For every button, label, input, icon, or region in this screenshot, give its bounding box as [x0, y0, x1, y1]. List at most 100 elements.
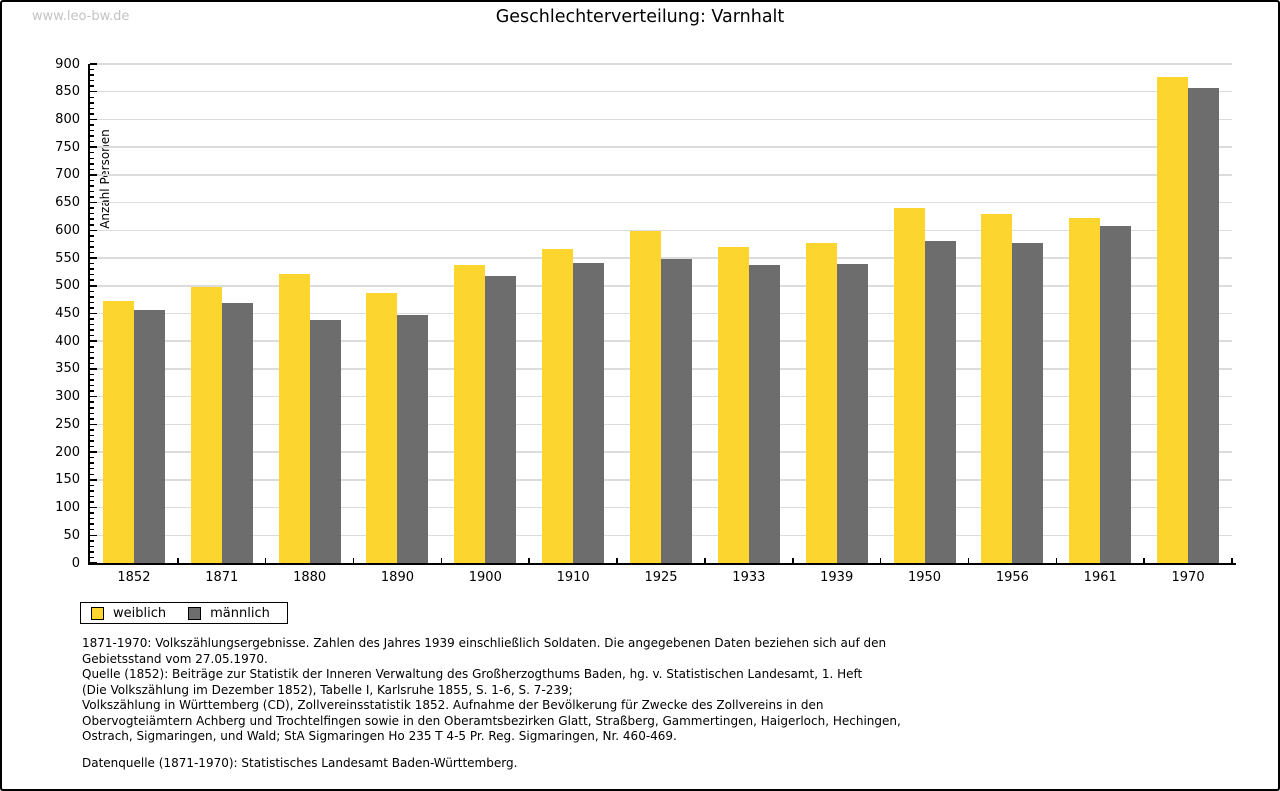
- plot-area: Anzahl Personen 0 50 100 150 200 250 300 350 400…: [55, 57, 1233, 585]
- legend-label-maennlich: männlich: [210, 605, 270, 621]
- bar-weiblich-1925: [630, 230, 661, 563]
- y-axis-title: Anzahl Personen: [98, 129, 112, 229]
- bar-weiblich-1939: [805, 242, 837, 563]
- gridline: [90, 63, 1232, 65]
- y-axis-tick-label: 100: [55, 500, 80, 516]
- x-axis-tick: [1231, 558, 1233, 563]
- y-axis-tick-label: 150: [55, 472, 80, 488]
- y-axis-minor-tick: [90, 401, 94, 403]
- x-axis-tick-label: 1950: [907, 570, 942, 585]
- bar-weiblich-1956: [981, 214, 1013, 563]
- y-axis-minor-tick: [90, 323, 94, 326]
- x-axis-tick-label: 1925: [644, 570, 678, 585]
- y-axis-minor-tick: [90, 296, 94, 298]
- gridline: [90, 174, 1232, 176]
- y-axis-minor-tick: [90, 357, 94, 359]
- legend-swatch-maennlich: [188, 606, 202, 620]
- bar-männlich-1956: [1012, 243, 1044, 563]
- y-axis-major-tick: [90, 423, 97, 426]
- chart-title: Geschlechterverteilung: Varnhalt: [495, 7, 785, 27]
- y-axis-major-tick: [90, 146, 97, 148]
- bar-weiblich-1933: [717, 246, 749, 563]
- x-axis-line: [88, 563, 1236, 565]
- y-axis-tick-label: 400: [55, 333, 80, 349]
- x-axis-tick-label: 1939: [820, 570, 854, 585]
- datasource-note: Datenquelle (1871-1970): Statistisches L…: [82, 755, 518, 770]
- legend-label-weiblich: weiblich: [113, 605, 167, 621]
- source-notes: 1871-1970: Volkszählungsergebnisse. Zahl…: [82, 636, 1222, 771]
- y-axis-minor-tick: [90, 407, 94, 409]
- y-axis-minor-tick: [90, 467, 94, 470]
- y-axis-tick-label: 900: [55, 56, 80, 72]
- x-axis-tick-label: 1970: [1171, 570, 1205, 585]
- y-axis-minor-tick: [90, 140, 94, 143]
- y-axis-minor-tick: [90, 501, 94, 503]
- y-axis-minor-tick: [90, 96, 94, 99]
- source-note-line: Obervogteiämtern Achberg und Trochtelfin…: [82, 713, 901, 728]
- y-axis-tick-label: 600: [55, 222, 80, 238]
- y-axis-major-tick: [90, 534, 97, 537]
- y-axis-tick-label: 250: [55, 416, 80, 432]
- y-axis-minor-tick: [90, 462, 94, 464]
- y-axis-minor-tick: [90, 85, 94, 87]
- x-axis-tick-label: 1910: [556, 570, 590, 585]
- y-axis-major-tick: [90, 479, 97, 481]
- y-axis-minor-tick: [90, 379, 94, 381]
- y-axis-minor-tick: [90, 179, 94, 182]
- x-axis-tick: [879, 558, 882, 563]
- x-axis-tick-label: 1961: [1083, 570, 1117, 585]
- y-axis-minor-tick: [90, 556, 94, 559]
- x-axis-tick-label: 1880: [293, 570, 327, 585]
- y-axis-minor-tick: [90, 517, 94, 520]
- y-axis-major-tick: [90, 229, 97, 232]
- y-axis-line: [88, 64, 90, 565]
- y-axis-minor-tick: [90, 168, 94, 171]
- x-axis-tick-label: 1900: [468, 570, 502, 585]
- y-axis-tick-label: 750: [55, 139, 80, 155]
- y-axis-minor-tick: [90, 545, 94, 548]
- y-axis-minor-tick: [90, 262, 94, 265]
- y-axis-minor-tick: [90, 540, 94, 542]
- y-axis-tick-label: 850: [55, 84, 80, 100]
- y-axis-minor-tick: [90, 473, 94, 476]
- y-axis-minor-tick: [90, 246, 94, 248]
- bar-weiblich-1890: [366, 292, 398, 563]
- y-axis-minor-tick: [90, 329, 94, 331]
- x-axis-tick: [440, 558, 443, 563]
- y-axis-minor-tick: [90, 456, 94, 459]
- bar-männlich-1939: [836, 264, 868, 563]
- y-axis-minor-tick: [90, 528, 94, 531]
- source-note-line: 1871-1970: Volkszählungsergebnisse. Zahl…: [82, 636, 887, 650]
- y-axis-minor-tick: [90, 68, 94, 71]
- x-axis-tick-label: 1933: [732, 570, 766, 585]
- y-axis-minor-tick: [90, 412, 94, 415]
- y-axis-minor-tick: [90, 429, 94, 431]
- x-axis-tick-label: 1956: [995, 570, 1029, 585]
- y-axis-major-tick: [90, 63, 97, 65]
- gridline: [90, 257, 1232, 259]
- source-note-line: (Die Volkszählung im Dezember 1852), Tab…: [82, 682, 573, 697]
- y-axis-minor-tick: [90, 157, 94, 159]
- bar-männlich-1890: [397, 314, 429, 563]
- x-axis-tick: [528, 558, 530, 563]
- y-axis-major-tick: [90, 257, 97, 259]
- source-note-line: Quelle (1852): Beiträge zur Statistik de…: [82, 667, 863, 681]
- bar-männlich-1961: [1100, 225, 1132, 563]
- y-axis-major-tick: [90, 285, 97, 287]
- x-axis-tick-label: 1890: [380, 570, 414, 585]
- x-axis-tick: [616, 558, 618, 563]
- y-axis-minor-tick: [90, 551, 94, 553]
- legend-swatch-weiblich: [91, 606, 104, 620]
- y-axis-major-tick: [90, 451, 97, 453]
- y-axis-minor-tick: [90, 334, 94, 337]
- bar-männlich-1880: [309, 320, 341, 563]
- y-axis-minor-tick: [90, 135, 94, 137]
- bar-weiblich-1950: [893, 208, 925, 563]
- x-axis-tick-label: 1871: [205, 570, 239, 585]
- bar-weiblich-1900: [454, 265, 486, 563]
- y-axis-minor-tick: [90, 434, 94, 437]
- bar-männlich-1925: [661, 258, 692, 563]
- y-axis-minor-tick: [90, 279, 94, 281]
- bar-weiblich-1970: [1157, 76, 1189, 563]
